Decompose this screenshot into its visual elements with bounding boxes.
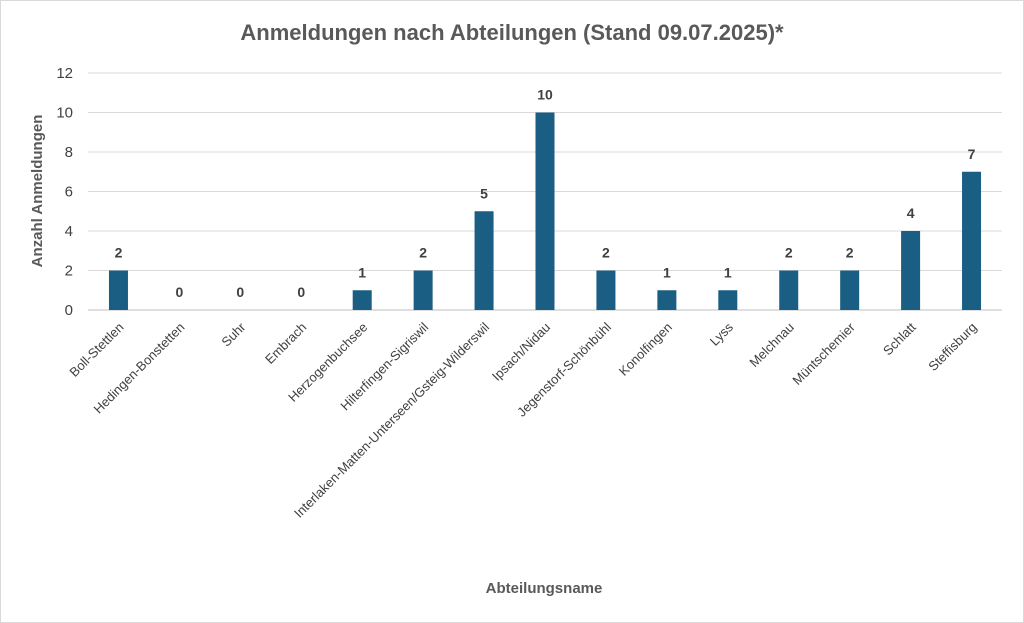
- data-label: 0: [236, 284, 244, 300]
- x-tick-label: Ipsach/Nidau: [489, 320, 553, 384]
- x-axis-title: Abteilungsname: [486, 580, 603, 597]
- bar: [901, 231, 921, 310]
- x-tick-label: Lyss: [707, 319, 737, 349]
- bar: [352, 290, 372, 310]
- x-tick-label: Schlatt: [880, 319, 919, 358]
- data-label: 2: [785, 245, 793, 261]
- data-label: 1: [724, 264, 732, 280]
- x-tick-label: Konolfingen: [616, 320, 675, 379]
- data-label: 7: [968, 146, 976, 162]
- x-tick-label: Melchnau: [746, 320, 796, 370]
- bar: [413, 270, 433, 310]
- x-tick-label: Boll-Stettlen: [66, 320, 126, 380]
- bar: [779, 270, 799, 310]
- bar: [535, 112, 555, 310]
- x-tick-label: Müntschemier: [789, 319, 858, 388]
- y-axis-ticks: 0 2 4 6 8 10 12: [56, 65, 73, 319]
- y-tick-label: 0: [65, 302, 73, 319]
- chart-title: Anmeldungen nach Abteilungen (Stand 09.0…: [240, 20, 784, 45]
- bar: [596, 270, 616, 310]
- y-tick-label: 6: [65, 184, 73, 201]
- y-tick-label: 8: [65, 144, 73, 161]
- data-label: 2: [602, 245, 610, 261]
- y-tick-label: 10: [56, 105, 73, 122]
- bar: [657, 290, 677, 310]
- y-tick-label: 4: [65, 223, 73, 240]
- x-tick-label: Embrach: [262, 320, 309, 367]
- y-axis-title: Anzahl Anmeldungen: [29, 115, 46, 268]
- data-label: 0: [176, 284, 184, 300]
- bar: [718, 290, 738, 310]
- data-label: 4: [907, 205, 915, 221]
- x-tick-label: Suhr: [218, 319, 248, 349]
- data-label: 2: [115, 245, 123, 261]
- bar: [474, 211, 494, 310]
- bars: [108, 112, 982, 310]
- y-tick-label: 2: [65, 263, 73, 280]
- data-label: 5: [480, 185, 488, 201]
- data-label: 0: [297, 284, 305, 300]
- bar: [840, 270, 860, 310]
- bar: [962, 171, 982, 310]
- y-tick-label: 12: [56, 65, 73, 82]
- data-label: 10: [537, 87, 553, 103]
- data-label: 2: [846, 245, 854, 261]
- data-label: 1: [663, 264, 671, 280]
- x-tick-label: Steffisburg: [925, 320, 979, 374]
- data-label: 2: [419, 245, 427, 261]
- data-label: 1: [358, 264, 366, 280]
- data-labels: 2 0 0 0 1 2 5 10 2 1 1 2 2 4 7: [115, 87, 976, 301]
- bar: [108, 270, 128, 310]
